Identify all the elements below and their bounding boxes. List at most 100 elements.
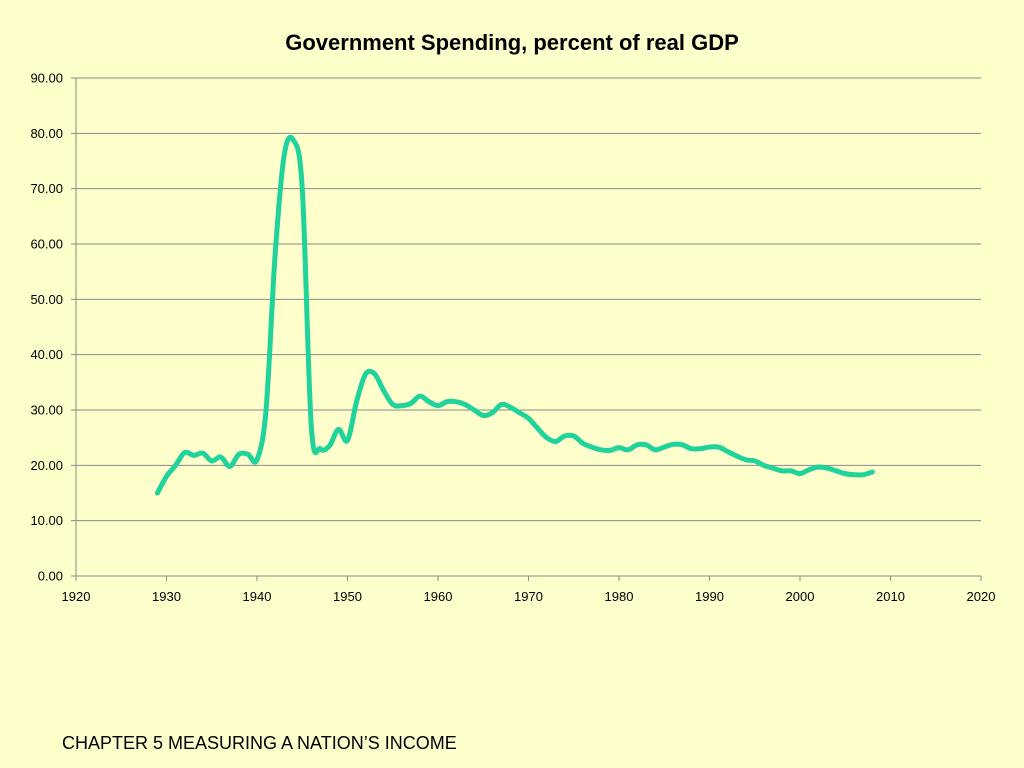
data-point xyxy=(264,408,269,413)
data-point xyxy=(336,427,341,432)
data-point xyxy=(517,410,522,415)
data-point xyxy=(589,445,594,450)
data-point xyxy=(526,416,531,421)
data-point xyxy=(255,457,260,462)
y-tick-labels: 0.00 10.00 20.00 30.00 40.00 50.00 60.00 70.00 8… xyxy=(30,71,63,584)
data-point xyxy=(273,253,278,258)
data-point xyxy=(472,408,477,413)
data-point xyxy=(671,442,676,447)
data-point xyxy=(761,463,766,468)
data-point xyxy=(698,446,703,451)
data-point xyxy=(481,413,486,418)
series-layer xyxy=(154,134,875,496)
data-point xyxy=(752,458,757,463)
data-point xyxy=(562,434,567,439)
data-point xyxy=(490,410,495,415)
x-tick-label: 2010 xyxy=(876,589,905,604)
data-point xyxy=(662,445,667,450)
data-point xyxy=(635,442,640,447)
data-point xyxy=(408,401,413,406)
data-point xyxy=(716,445,721,450)
data-point xyxy=(318,446,323,451)
data-point xyxy=(870,469,875,474)
data-point xyxy=(535,426,540,431)
y-tick-label: 80.00 xyxy=(30,126,63,141)
data-point xyxy=(200,451,205,456)
data-point xyxy=(499,402,504,407)
x-tick-labels: 1920 1930 1940 1950 1960 1970 1980 1990 2000 2010… xyxy=(62,589,996,604)
data-point xyxy=(770,466,775,471)
data-point xyxy=(354,399,359,404)
data-point xyxy=(617,445,622,450)
data-point xyxy=(779,468,784,473)
data-point xyxy=(173,463,178,468)
data-point xyxy=(553,439,558,444)
data-point xyxy=(236,452,241,457)
data-point xyxy=(571,434,576,439)
data-point xyxy=(381,388,386,393)
data-point xyxy=(852,472,857,477)
chart-title: Government Spending, percent of real GDP xyxy=(285,30,739,55)
y-tick-label: 40.00 xyxy=(30,347,63,362)
x-tick-label: 1930 xyxy=(152,589,181,604)
y-tick-label: 20.00 xyxy=(30,458,63,473)
x-tick-label: 1940 xyxy=(243,589,272,604)
x-tick-label: 1920 xyxy=(62,589,91,604)
data-point xyxy=(508,405,513,410)
data-point xyxy=(445,399,450,404)
x-tick-label: 1980 xyxy=(605,589,634,604)
y-tick-label: 30.00 xyxy=(30,403,63,418)
data-point xyxy=(825,466,830,471)
data-point xyxy=(309,424,314,429)
data-point xyxy=(707,445,712,450)
x-tick-label: 2020 xyxy=(967,589,996,604)
data-point xyxy=(644,442,649,447)
data-point xyxy=(834,468,839,473)
data-point xyxy=(390,402,395,407)
data-point xyxy=(454,399,459,404)
y-tick-label: 50.00 xyxy=(30,292,63,307)
data-point xyxy=(218,455,223,460)
x-tick-label: 2000 xyxy=(786,589,815,604)
data-point xyxy=(861,472,866,477)
data-point xyxy=(734,453,739,458)
x-tick-label: 1960 xyxy=(424,589,453,604)
data-point xyxy=(843,471,848,476)
series-line-0 xyxy=(154,134,875,496)
data-point xyxy=(327,443,332,448)
axes xyxy=(71,77,982,581)
x-tick-label: 1990 xyxy=(695,589,724,604)
data-point xyxy=(544,435,549,440)
data-point xyxy=(363,372,368,377)
data-point xyxy=(282,153,287,158)
y-tick-label: 10.00 xyxy=(30,513,63,528)
footer-caption: CHAPTER 5 MEASURING A NATION’S INCOME xyxy=(62,733,457,753)
data-point xyxy=(417,394,422,399)
data-point xyxy=(155,491,160,496)
data-point xyxy=(788,468,793,473)
data-point xyxy=(209,458,214,463)
grid-lines xyxy=(76,77,981,522)
data-point xyxy=(580,441,585,446)
y-tick-label: 60.00 xyxy=(30,237,63,252)
data-point xyxy=(463,402,468,407)
data-point xyxy=(245,452,250,457)
data-point xyxy=(653,447,658,452)
data-point xyxy=(725,449,730,454)
data-point xyxy=(399,403,404,408)
data-point xyxy=(345,438,350,443)
data-point xyxy=(291,137,296,142)
data-point xyxy=(798,471,803,476)
x-tick-label: 1950 xyxy=(333,589,362,604)
y-tick-label: 70.00 xyxy=(30,181,63,196)
data-point xyxy=(598,447,603,452)
data-point xyxy=(680,442,685,447)
data-point xyxy=(436,403,441,408)
data-point xyxy=(816,464,821,469)
data-point xyxy=(689,446,694,451)
data-point xyxy=(426,399,431,404)
y-tick-label: 90.00 xyxy=(30,71,63,86)
data-point xyxy=(227,464,232,469)
y-tick-label: 0.00 xyxy=(38,569,63,584)
